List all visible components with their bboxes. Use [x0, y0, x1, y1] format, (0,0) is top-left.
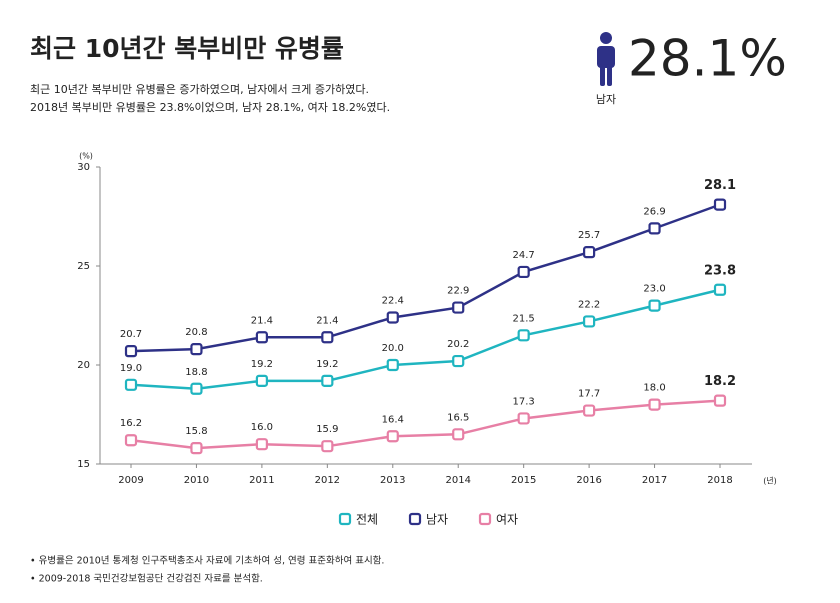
- legend-label: 전체: [356, 513, 378, 527]
- data-label: 18.0: [643, 383, 665, 394]
- note: • 2009-2018 국민건강보험공단 건강검진 자료를 분석함.: [30, 573, 263, 585]
- data-label: 16.2: [120, 418, 142, 429]
- legend-label: 남자: [426, 513, 448, 527]
- point-marker: [517, 412, 530, 425]
- point-marker: [124, 434, 138, 447]
- data-label: 20.2: [447, 339, 469, 350]
- legend-marker: [338, 512, 352, 526]
- point-marker: [713, 394, 727, 407]
- data-label: 16.4: [382, 414, 404, 425]
- note: • 유병률은 2010년 통계청 인구주택총조사 자료에 기초하여 성, 연령 …: [30, 555, 384, 567]
- highlight-value: 28.1%: [628, 30, 787, 88]
- x-tick-label: 2017: [642, 475, 667, 486]
- point-marker: [452, 301, 465, 314]
- data-label: 16.5: [447, 412, 469, 423]
- series-line: [130, 399, 721, 450]
- point-marker: [517, 265, 530, 279]
- point-marker: [713, 283, 727, 296]
- point-marker: [386, 358, 399, 372]
- point-marker: [583, 246, 596, 259]
- point-marker: [648, 222, 661, 235]
- point-marker: [321, 440, 334, 453]
- data-label: 28.1: [704, 178, 736, 193]
- data-label: 19.2: [316, 359, 338, 370]
- data-label: 17.7: [578, 389, 600, 400]
- point-marker: [255, 331, 268, 344]
- data-label: 22.2: [578, 299, 600, 310]
- point-marker: [190, 343, 203, 356]
- x-tick-label: 2016: [576, 475, 601, 486]
- data-label: 19.2: [251, 359, 273, 370]
- series-line: [130, 203, 721, 353]
- person-icon: [597, 32, 615, 86]
- point-marker: [321, 374, 334, 387]
- point-marker: [386, 430, 399, 443]
- data-label: 23.8: [704, 263, 736, 278]
- point-marker: [583, 315, 596, 328]
- point-marker: [648, 398, 661, 411]
- data-label: 22.4: [382, 295, 404, 306]
- x-tick-label: 2015: [511, 475, 536, 486]
- data-label: 19.0: [120, 363, 142, 374]
- x-tick-label: 2011: [249, 475, 274, 486]
- data-label: 15.8: [185, 426, 207, 437]
- x-tick-label: 2012: [315, 475, 340, 486]
- y-tick-label: 15: [77, 459, 90, 470]
- point-marker: [321, 331, 334, 344]
- x-tick-label: 2013: [380, 475, 405, 486]
- point-marker: [648, 299, 661, 312]
- point-marker: [190, 382, 203, 395]
- point-marker: [255, 374, 268, 387]
- data-label: 20.0: [382, 343, 404, 354]
- data-label: 21.4: [316, 315, 338, 326]
- data-label: 17.3: [513, 396, 535, 407]
- data-label: 23.0: [643, 284, 665, 295]
- x-tick-label: 2014: [445, 475, 470, 486]
- data-label: 18.2: [704, 374, 736, 389]
- data-label: 21.4: [251, 315, 273, 326]
- data-label: 20.8: [185, 327, 207, 338]
- legend-label: 여자: [496, 513, 518, 527]
- data-label: 16.0: [251, 422, 273, 433]
- y-tick-label: 25: [77, 261, 90, 272]
- subtitle: 2018년 복부비만 유병률은 23.8%이었으며, 남자 28.1%, 여자 …: [30, 101, 390, 114]
- subtitle: 최근 10년간 복부비만 유병률은 증가하였으며, 남자에서 크게 증가하였다.: [30, 82, 369, 96]
- point-marker: [124, 345, 138, 358]
- data-label: 20.7: [120, 329, 142, 340]
- legend-marker: [478, 512, 492, 526]
- data-label: 26.9: [643, 206, 665, 217]
- data-label: 25.7: [578, 230, 600, 241]
- series-line: [130, 288, 721, 391]
- point-marker: [190, 442, 203, 455]
- chart-title: 최근 10년간 복부비만 유병률: [30, 34, 344, 63]
- point-marker: [517, 329, 530, 342]
- x-unit: (년): [763, 476, 777, 486]
- highlight-label: 남자: [596, 93, 616, 106]
- x-tick-label: 2010: [184, 475, 209, 486]
- point-marker: [583, 404, 596, 417]
- point-marker: [386, 311, 399, 324]
- data-label: 21.5: [513, 313, 535, 324]
- y-tick-label: 20: [77, 360, 90, 371]
- data-label: 24.7: [513, 250, 535, 261]
- legend-marker: [408, 512, 422, 526]
- point-marker: [713, 198, 727, 211]
- y-unit: (%): [79, 152, 93, 161]
- data-label: 22.9: [447, 286, 469, 297]
- point-marker: [452, 354, 465, 368]
- y-tick-label: 30: [77, 162, 90, 173]
- point-marker: [452, 428, 465, 441]
- x-tick-label: 2009: [118, 475, 143, 486]
- point-marker: [255, 438, 268, 451]
- x-tick-label: 2018: [707, 475, 732, 486]
- data-label: 15.9: [316, 424, 338, 435]
- data-label: 18.8: [185, 367, 207, 378]
- point-marker: [124, 378, 138, 391]
